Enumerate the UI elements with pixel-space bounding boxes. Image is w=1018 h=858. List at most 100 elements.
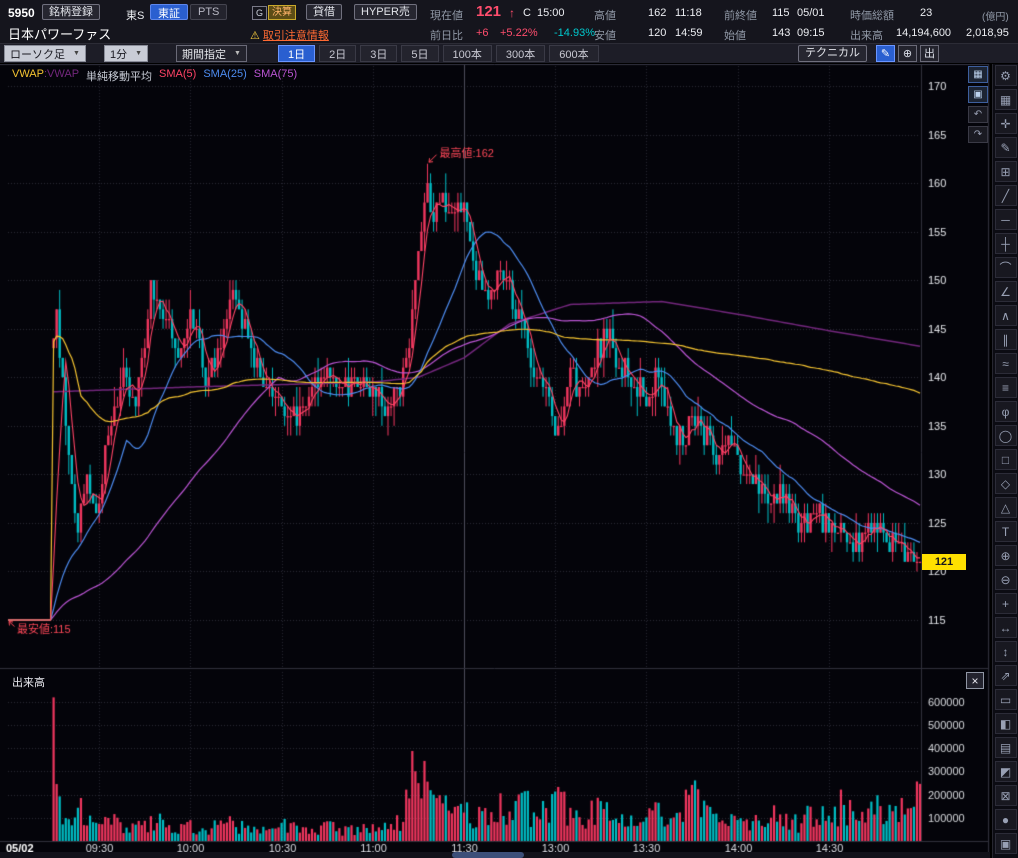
- open-label: 始値: [724, 30, 746, 42]
- exchange-tab-東証[interactable]: 東証: [150, 4, 188, 20]
- chart-h-scrollbar[interactable]: [0, 852, 990, 858]
- undo-icon[interactable]: ↶: [968, 106, 988, 123]
- drawing-tool-icon-18[interactable]: △: [994, 497, 1017, 518]
- chevron-down-icon: ▼: [73, 50, 80, 57]
- drawing-tool-icon-14[interactable]: φ: [994, 401, 1017, 422]
- drawing-tool-icon-32[interactable]: ▣: [994, 833, 1017, 854]
- drawing-tool-icon-8[interactable]: ⌒: [994, 257, 1017, 278]
- drawing-tool-icon-15[interactable]: ◯: [994, 425, 1017, 446]
- market-cap-value: 23: [920, 7, 933, 19]
- range-tabs: 1日 2日 3日 5日 100本 300本 600本: [278, 45, 599, 62]
- range-tab-100本[interactable]: 100本: [442, 45, 492, 62]
- drawing-tool-icon-17[interactable]: ◇: [994, 473, 1017, 494]
- range-tab-600本[interactable]: 600本: [549, 45, 599, 62]
- low-time: 14:59: [675, 27, 703, 39]
- lock-icon[interactable]: ▣: [968, 86, 988, 103]
- drawing-tool-icon-27[interactable]: ◧: [994, 713, 1017, 734]
- change-percent: +5.22%: [500, 27, 538, 39]
- drawing-tool-icon-2[interactable]: ✛: [994, 113, 1017, 134]
- grid-settings-icon[interactable]: ▦: [968, 66, 988, 83]
- turnover-value: 2,018,95: [966, 27, 1009, 39]
- drawing-toolbar: ⚙ ▦ ✛ ✎ ⊞ ╱ ─ ┼ ⌒ ∠ ∧ ∥ ≈ ≡ φ ◯ □ ◇ △ T ⊕ ⊖ + ↔ ↕ ⇗ ▭ ◧ ▤ ◩ ⊠ ● ▣: [992, 64, 1018, 858]
- chart-type-value: ローソク足: [10, 48, 65, 61]
- drawing-tool-icon-19[interactable]: T: [994, 521, 1017, 542]
- open-value: 143: [772, 27, 791, 39]
- volume-label: 出来高: [850, 30, 883, 42]
- drawing-tool-icon-4[interactable]: ⊞: [994, 161, 1017, 182]
- drawing-tool-icon-24[interactable]: ↕: [994, 641, 1017, 662]
- drawing-tool-icon-26[interactable]: ▭: [994, 689, 1017, 710]
- high-time: 11:18: [675, 7, 702, 19]
- drawing-tool-icon-5[interactable]: ╱: [994, 185, 1017, 206]
- margin-trade-button[interactable]: 貸借: [306, 4, 342, 20]
- redo-icon[interactable]: ↷: [968, 126, 988, 143]
- close-flag: C: [523, 7, 531, 19]
- drawing-tool-icon-12[interactable]: ≈: [994, 353, 1017, 374]
- range-tab-5日[interactable]: 5日: [401, 45, 439, 62]
- period-value: 期間指定: [182, 48, 226, 61]
- popout-button[interactable]: 出: [920, 45, 939, 62]
- technical-button[interactable]: テクニカル: [798, 45, 867, 62]
- exchange-tab-PTS[interactable]: PTS: [190, 4, 228, 20]
- volume-value: 14,194,600: [896, 27, 952, 39]
- drawing-tool-icon-20[interactable]: ⊕: [994, 545, 1017, 566]
- current-price-time: 15:00: [537, 7, 565, 19]
- price-volume-chart[interactable]: [0, 64, 990, 858]
- chevron-down-icon: ▼: [135, 50, 143, 57]
- drawing-tool-icon-11[interactable]: ∥: [994, 329, 1017, 350]
- zoom-button[interactable]: ⊕: [898, 45, 917, 62]
- high-value: 162: [648, 7, 667, 19]
- price-up-arrow-icon: ↑: [509, 6, 515, 20]
- range-tab-2日[interactable]: 2日: [319, 45, 357, 62]
- hyper-sell-button[interactable]: HYPER売: [354, 4, 417, 20]
- low-label: 安値: [594, 30, 616, 42]
- draw-tool-button[interactable]: ✎: [876, 45, 895, 62]
- current-price-label: 現在値: [430, 10, 463, 22]
- chart-toolbar: ローソク足 ▼ 1分 ▼ 期間指定 ▼ 1日 2日 3日 5日 100本 300本 600本 テク…: [0, 44, 1018, 64]
- stock-name: 日本パワーファス: [8, 27, 112, 42]
- trade-warning-link[interactable]: ⚠ 取引注意情報: [250, 26, 329, 44]
- prev-close-label: 前終値: [724, 10, 757, 22]
- drawing-tool-icon-25[interactable]: ⇗: [994, 665, 1017, 686]
- stock-code: 5950: [8, 6, 35, 20]
- interval-select[interactable]: 1分 ▼: [104, 45, 149, 62]
- drawing-tool-icon-10[interactable]: ∧: [994, 305, 1017, 326]
- current-price-value: 121: [476, 3, 502, 20]
- range-tab-300本[interactable]: 300本: [495, 45, 546, 62]
- drawing-tool-icon-0[interactable]: ⚙: [994, 65, 1017, 86]
- drawing-tool-icon-31[interactable]: ●: [994, 809, 1017, 830]
- change-percent-2: -14.93%: [554, 27, 595, 39]
- range-tab-3日[interactable]: 3日: [360, 45, 398, 62]
- drawing-tool-icon-28[interactable]: ▤: [994, 737, 1017, 758]
- earnings-badge: 決算: [268, 5, 296, 20]
- range-tab-1日[interactable]: 1日: [278, 45, 316, 62]
- drawing-tool-icon-29[interactable]: ◩: [994, 761, 1017, 782]
- drawing-tool-icon-30[interactable]: ⊠: [994, 785, 1017, 806]
- current-price-tag: 121: [922, 553, 966, 570]
- market-cap-unit: (億円): [982, 12, 1009, 23]
- scrollbar-handle[interactable]: [452, 852, 524, 858]
- drawing-tool-icon-13[interactable]: ≡: [994, 377, 1017, 398]
- drawing-tool-icon-23[interactable]: ↔: [994, 617, 1017, 638]
- drawing-tool-icon-1[interactable]: ▦: [994, 89, 1017, 110]
- drawing-tool-icon-7[interactable]: ┼: [994, 233, 1017, 254]
- drawing-tool-icon-22[interactable]: +: [994, 593, 1017, 614]
- drawing-tool-icon-3[interactable]: ✎: [994, 137, 1017, 158]
- change-label: 前日比: [430, 30, 463, 42]
- drawing-tool-icon-6[interactable]: ─: [994, 209, 1017, 230]
- warning-text: 取引注意情報: [262, 30, 329, 42]
- g-badge[interactable]: G: [252, 6, 268, 20]
- chart-type-select[interactable]: ローソク足 ▼: [4, 45, 86, 62]
- exchange-tabs: 東証 PTS: [150, 4, 228, 20]
- change-value: +6: [476, 27, 489, 39]
- drawing-tool-icon-9[interactable]: ∠: [994, 281, 1017, 302]
- open-time: 09:15: [797, 27, 825, 39]
- period-select[interactable]: 期間指定 ▼: [176, 45, 247, 62]
- drawing-tool-icon-21[interactable]: ⊖: [994, 569, 1017, 590]
- register-symbol-button[interactable]: 銘柄登録: [42, 4, 100, 20]
- volume-pane-close-button[interactable]: ×: [966, 672, 984, 689]
- high-label: 高値: [594, 10, 616, 22]
- interval-value: 1分: [110, 48, 128, 61]
- drawing-tool-icon-16[interactable]: □: [994, 449, 1017, 470]
